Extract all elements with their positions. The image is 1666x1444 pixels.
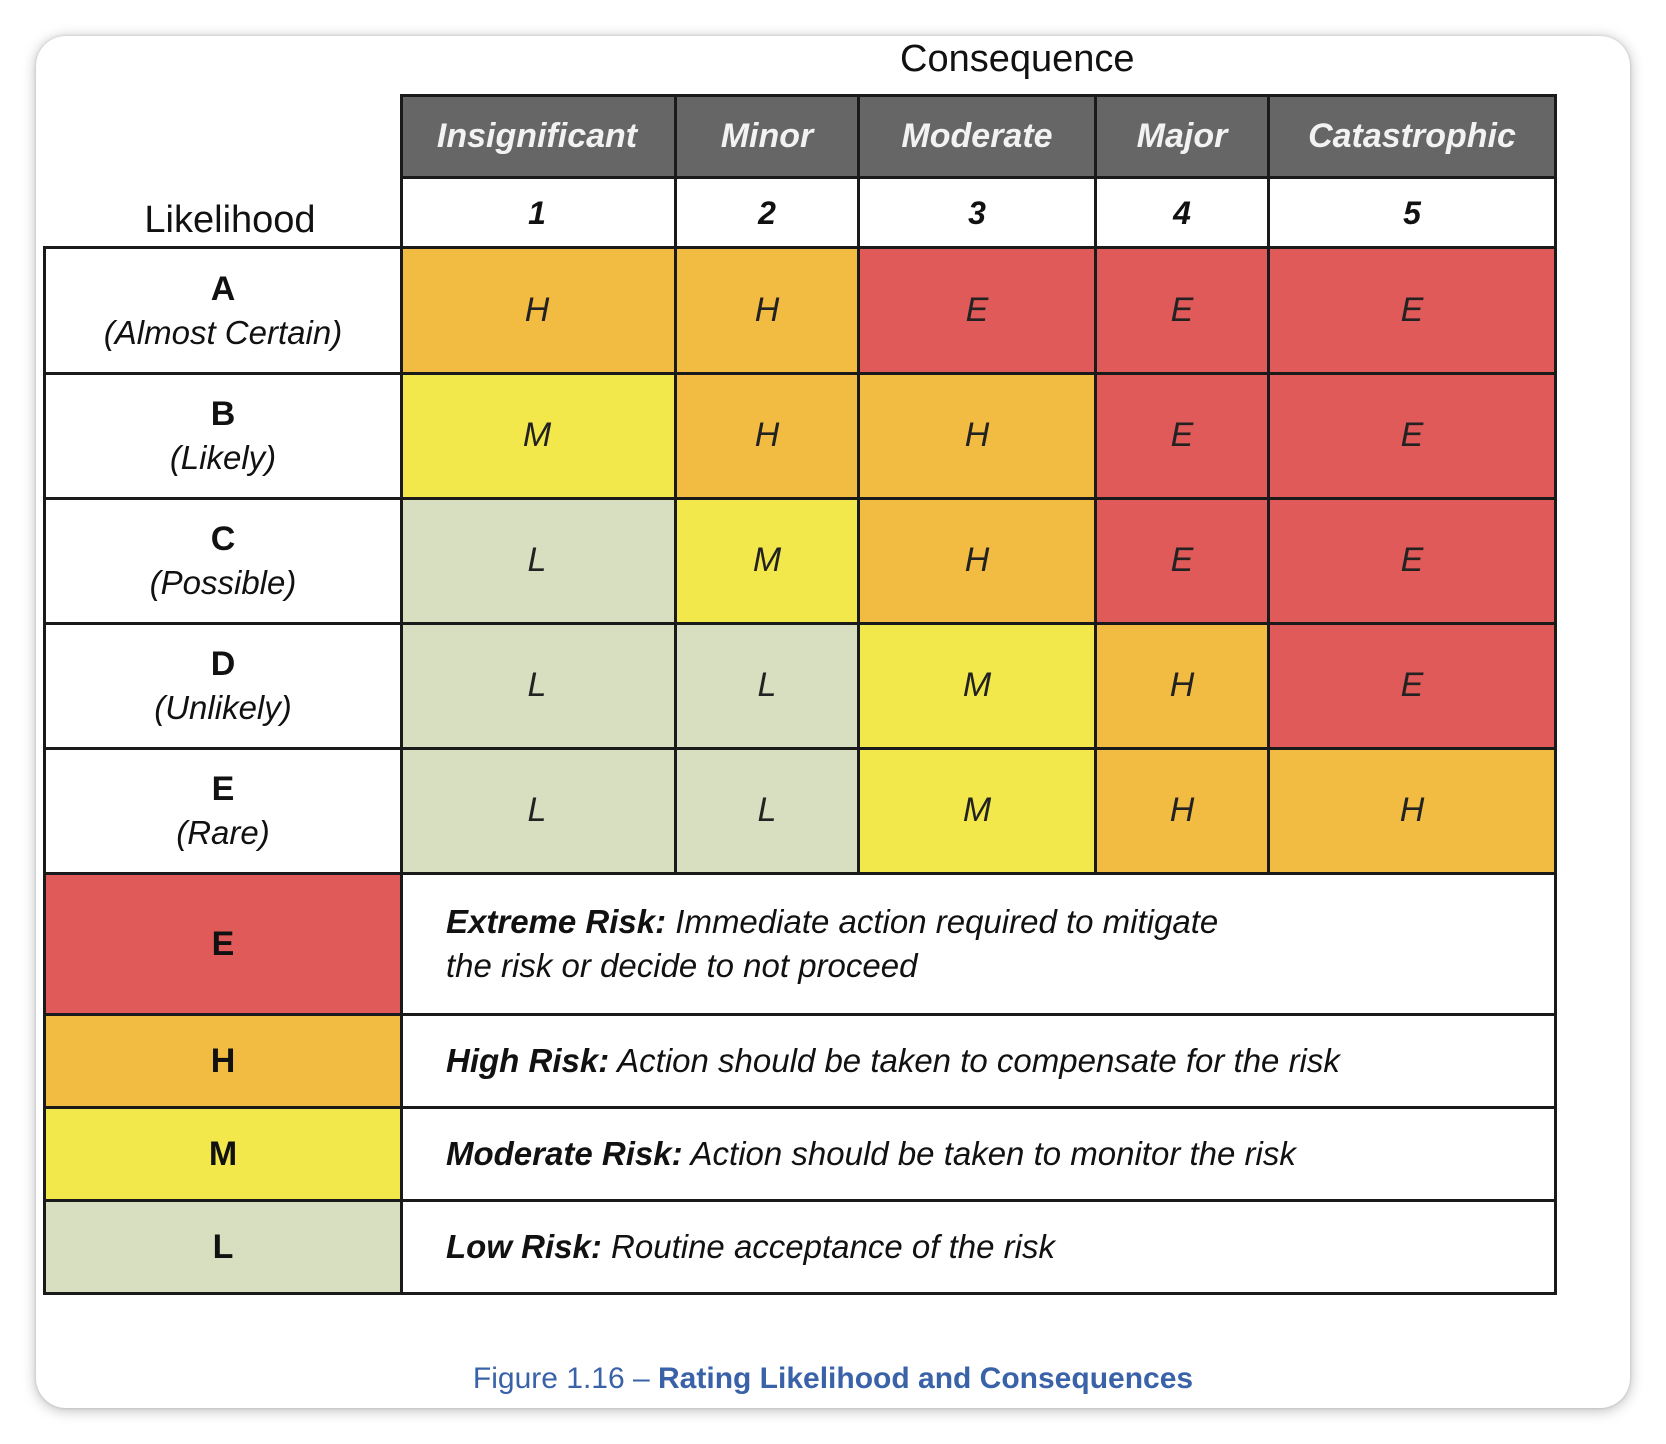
legend-description: Routine acceptance of the risk [611, 1228, 1055, 1265]
legend-swatch-extreme: E [46, 875, 400, 1013]
grid-line [43, 1106, 1557, 1109]
matrix-cell: M [860, 749, 1094, 872]
grid-line [857, 96, 860, 875]
matrix-cell: H [860, 374, 1094, 497]
likelihood-description: (Almost Certain) [103, 313, 343, 351]
likelihood-description: (Rare) [176, 813, 270, 851]
likelihood-letter: A [210, 269, 236, 308]
consequence-number-1: 1 [400, 179, 674, 247]
legend-label: Low Risk: [446, 1228, 602, 1265]
grid-line [1267, 96, 1270, 875]
caption-title: Rating Likelihood and Consequences [658, 1362, 1194, 1395]
likelihood-letter: E [211, 769, 235, 808]
matrix-cell: H [1270, 749, 1554, 872]
matrix-cell: E [1097, 499, 1267, 622]
matrix-cell: E [1270, 499, 1554, 622]
legend-swatch-moderate: M [46, 1109, 400, 1199]
matrix-cell: H [677, 249, 857, 372]
likelihood-row-label-e: E (Rare) [46, 749, 400, 872]
legend-text-extreme: Extreme Risk: Immediate action required … [446, 875, 1606, 1013]
matrix-cell: L [400, 624, 674, 747]
consequence-header-catastrophic: Catastrophic [1270, 96, 1554, 176]
consequence-header-minor: Minor [677, 96, 857, 176]
matrix-cell: E [860, 249, 1094, 372]
grid-line [1554, 96, 1557, 1295]
matrix-cell: L [400, 499, 674, 622]
matrix-cell: L [677, 624, 857, 747]
matrix-cell: H [677, 374, 857, 497]
matrix-cell: L [677, 749, 857, 872]
grid-line [400, 96, 403, 1295]
grid-line [43, 1292, 1557, 1295]
consequence-header-major: Major [1097, 96, 1267, 176]
legend-text-low: Low Risk: Routine acceptance of the risk [446, 1202, 1606, 1292]
consequence-number-5: 5 [1270, 179, 1554, 247]
consequence-axis-title: Consequence [900, 38, 1135, 80]
grid-line [400, 94, 1557, 97]
caption-prefix: Figure 1.16 – [472, 1362, 659, 1395]
consequence-number-4: 4 [1097, 179, 1267, 247]
consequence-number-2: 2 [677, 179, 857, 247]
grid-line [43, 1013, 1557, 1016]
legend-label: Extreme Risk: [446, 903, 667, 940]
matrix-cell: H [860, 499, 1094, 622]
likelihood-description: (Unlikely) [154, 688, 292, 726]
matrix-cell: M [860, 624, 1094, 747]
matrix-cell: L [400, 749, 674, 872]
grid-line [43, 246, 46, 1295]
likelihood-axis-title: Likelihood [144, 199, 316, 241]
likelihood-letter: D [210, 644, 236, 683]
matrix-cell: H [400, 249, 674, 372]
grid-line [43, 497, 1557, 500]
likelihood-letter: B [210, 394, 236, 433]
matrix-cell: H [1097, 749, 1267, 872]
grid-line [400, 176, 1557, 179]
matrix-cell: E [1270, 249, 1554, 372]
matrix-cell: E [1270, 374, 1554, 497]
grid-line [43, 1199, 1557, 1202]
matrix-cell: E [1097, 249, 1267, 372]
grid-line [43, 622, 1557, 625]
likelihood-row-label-a: A (Almost Certain) [46, 249, 400, 372]
legend-description: Immediate action required to mitigate [675, 903, 1219, 940]
likelihood-row-label-b: B (Likely) [46, 374, 400, 497]
legend-label: Moderate Risk: [446, 1135, 683, 1172]
legend-description-continued: the risk or decide to not proceed [446, 947, 918, 984]
likelihood-row-label-c: C (Possible) [46, 499, 400, 622]
matrix-cell: M [677, 499, 857, 622]
consequence-header-insignificant: Insignificant [400, 96, 674, 176]
legend-text-moderate: Moderate Risk: Action should be taken to… [446, 1109, 1606, 1199]
likelihood-description: (Likely) [169, 438, 277, 476]
legend-swatch-high: H [46, 1016, 400, 1106]
likelihood-letter: C [210, 519, 236, 558]
legend-label: High Risk: [446, 1042, 610, 1079]
grid-line [1094, 96, 1097, 875]
legend-swatch-low: L [46, 1202, 400, 1292]
legend-description: Action should be taken to compensate for… [617, 1042, 1340, 1079]
grid-line [43, 246, 1557, 249]
likelihood-description: (Possible) [149, 563, 297, 601]
consequence-number-3: 3 [860, 179, 1094, 247]
grid-line [43, 747, 1557, 750]
grid-line [674, 96, 677, 875]
grid-line [43, 372, 1557, 375]
legend-description: Action should be taken to monitor the ri… [690, 1135, 1296, 1172]
figure-caption: Figure 1.16 – Rating Likelihood and Cons… [0, 1362, 1666, 1396]
matrix-cell: H [1097, 624, 1267, 747]
legend-text-high: High Risk: Action should be taken to com… [446, 1016, 1606, 1106]
likelihood-row-label-d: D (Unlikely) [46, 624, 400, 747]
matrix-cell: M [400, 374, 674, 497]
matrix-cell: E [1270, 624, 1554, 747]
matrix-cell: E [1097, 374, 1267, 497]
grid-line [43, 872, 1557, 875]
consequence-header-moderate: Moderate [860, 96, 1094, 176]
